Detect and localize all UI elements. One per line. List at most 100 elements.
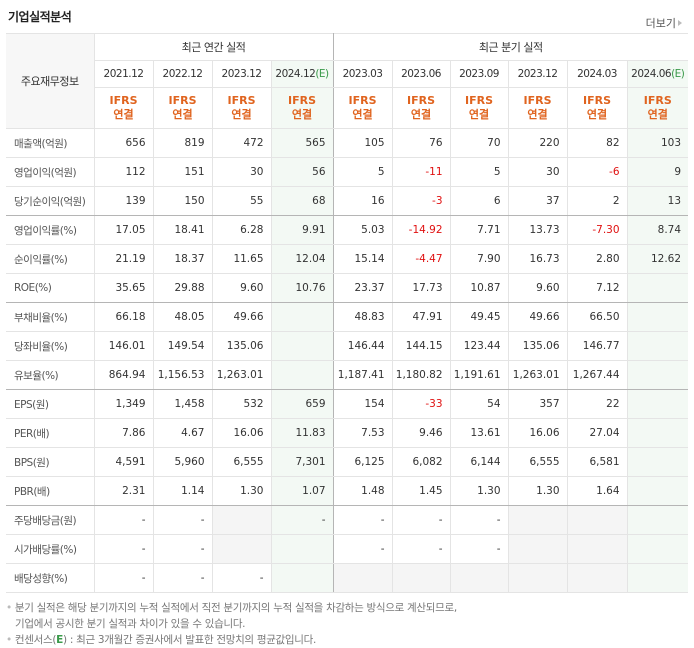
table-cell: 27.04 xyxy=(566,418,628,448)
table-cell xyxy=(270,302,334,332)
row-label: 당좌비율(%) xyxy=(6,331,95,361)
table-cell: -7.30 xyxy=(566,215,628,245)
table-cell xyxy=(626,360,689,390)
table-cell: 357 xyxy=(507,389,568,419)
table-cell: 48.83 xyxy=(332,302,393,332)
table-cell: 66.50 xyxy=(566,302,628,332)
table-cell xyxy=(211,505,272,535)
table-cell: - xyxy=(93,505,154,535)
table-cell: 16 xyxy=(332,186,393,216)
table-cell: 9.91 xyxy=(270,215,334,245)
table-cell: 864.94 xyxy=(93,360,154,390)
table-cell xyxy=(566,505,628,535)
more-label: 더보기 xyxy=(645,17,676,30)
table-cell: 16.73 xyxy=(507,244,568,274)
table-cell: 2 xyxy=(566,186,628,216)
more-link[interactable]: 더보기 xyxy=(646,15,682,31)
row-label: 시가배당률(%) xyxy=(6,534,95,564)
table-row: 당기순이익(억원) 139 150 55 68 16 -3 6 37 2 13 xyxy=(6,186,689,216)
period-label: 2023.03 xyxy=(342,68,383,80)
table-row: 유보율(%) 864.94 1,156.53 1,263.01 1,187.41 1,18… xyxy=(6,360,689,390)
table-cell: - xyxy=(152,505,213,535)
section-title: 기업실적분석 xyxy=(8,10,72,24)
table-cell: 146.01 xyxy=(93,331,154,361)
ifrs-label: IFRS xyxy=(523,94,552,107)
table-cell: 1.30 xyxy=(507,476,568,506)
table-cell: 472 xyxy=(211,128,272,158)
period-header: 2023.06 xyxy=(391,60,451,88)
ifrs-label: IFRS xyxy=(288,94,317,107)
period-header: 2024.06(E) xyxy=(626,60,689,88)
table-cell: 135.06 xyxy=(507,331,568,361)
table-cell: 13.73 xyxy=(507,215,568,245)
row-label: 영업이익(억원) xyxy=(6,157,95,187)
ifrs-badge: IFRS 연결 xyxy=(449,87,509,129)
table-cell: - xyxy=(211,563,272,593)
table-cell: 68 xyxy=(270,186,334,216)
period-label: 2023.09 xyxy=(459,68,499,80)
table-cell: 56 xyxy=(270,157,334,187)
table-cell: 37 xyxy=(507,186,568,216)
table-cell: 9.60 xyxy=(211,273,272,303)
ifrs-badge: IFRS 연결 xyxy=(152,87,213,129)
table-cell: 76 xyxy=(391,128,451,158)
ifrs-label: IFRS xyxy=(348,94,377,107)
consolidated-label: 연결 xyxy=(586,108,608,121)
ifrs-label: IFRS xyxy=(643,94,672,107)
table-cell: 23.37 xyxy=(332,273,393,303)
table-cell: 146.77 xyxy=(566,331,628,361)
table-row: PBR(배) 2.31 1.14 1.30 1.07 1.48 1.45 1.30 1.30 1.… xyxy=(6,476,689,506)
table-cell: 1,458 xyxy=(152,389,213,419)
table-cell: 146.44 xyxy=(332,331,393,361)
table-cell: 13 xyxy=(626,186,689,216)
table-cell xyxy=(626,302,689,332)
table-cell: 1,180.82 xyxy=(391,360,451,390)
table-cell: 7,301 xyxy=(270,447,334,477)
period-label: 2024.03 xyxy=(577,68,617,80)
table-cell xyxy=(566,534,628,564)
row-label: PER(배) xyxy=(6,418,95,448)
table-row: 부채비율(%) 66.18 48.05 49.66 48.83 47.91 49.45 49.… xyxy=(6,302,689,332)
table-cell: 13.61 xyxy=(449,418,509,448)
financial-summary-table: 주요재무정보 최근 연간 실적 최근 분기 실적 2021.12 2022.12 2… xyxy=(6,33,689,593)
table-cell xyxy=(507,505,568,535)
consolidated-label: 연결 xyxy=(172,108,193,121)
table-cell: 103 xyxy=(626,128,689,158)
table-cell: 1,267.44 xyxy=(566,360,628,390)
ifrs-badge: IFRS 연결 xyxy=(391,87,451,129)
row-label: 매출액(억원) xyxy=(6,128,95,158)
table-row: 주당배당금(원) - - - - - - xyxy=(6,505,689,535)
table-cell: 7.90 xyxy=(449,244,509,274)
table-cell: 659 xyxy=(270,389,334,419)
table-cell: 18.41 xyxy=(152,215,213,245)
table-cell xyxy=(449,563,509,593)
group-header-quarterly: 최근 분기 실적 xyxy=(332,33,689,61)
estimate-mark: (E) xyxy=(671,68,685,80)
period-header: 2023.03 xyxy=(332,60,393,88)
period-header: 2023.12 xyxy=(211,60,272,88)
table-cell: - xyxy=(332,534,393,564)
table-cell: 150 xyxy=(152,186,213,216)
row-label: 순이익률(%) xyxy=(6,244,95,274)
table-cell: 6 xyxy=(449,186,509,216)
table-row: 매출액(억원) 656 819 472 565 105 76 70 220 82 103 xyxy=(6,128,689,158)
table-cell: 149.54 xyxy=(152,331,213,361)
table-cell xyxy=(626,389,689,419)
table-cell: 17.73 xyxy=(391,273,451,303)
period-header: 2024.12(E) xyxy=(270,60,334,88)
table-cell: -4.47 xyxy=(391,244,451,274)
table-cell: 8.74 xyxy=(626,215,689,245)
table-cell: 819 xyxy=(152,128,213,158)
table-cell xyxy=(270,563,334,593)
table-cell: - xyxy=(332,505,393,535)
table-cell xyxy=(270,331,334,361)
table-cell: - xyxy=(449,505,509,535)
table-row: BPS(원) 4,591 5,960 6,555 7,301 6,125 6,082 6,14… xyxy=(6,447,689,477)
consolidated-label: 연결 xyxy=(231,108,252,121)
table-cell: 11.83 xyxy=(270,418,334,448)
row-label: 배당성향(%) xyxy=(6,563,95,593)
table-cell: 5.03 xyxy=(332,215,393,245)
period-header: 2022.12 xyxy=(152,60,213,88)
corner-header: 주요재무정보 xyxy=(6,33,95,129)
table-cell: 5,960 xyxy=(152,447,213,477)
